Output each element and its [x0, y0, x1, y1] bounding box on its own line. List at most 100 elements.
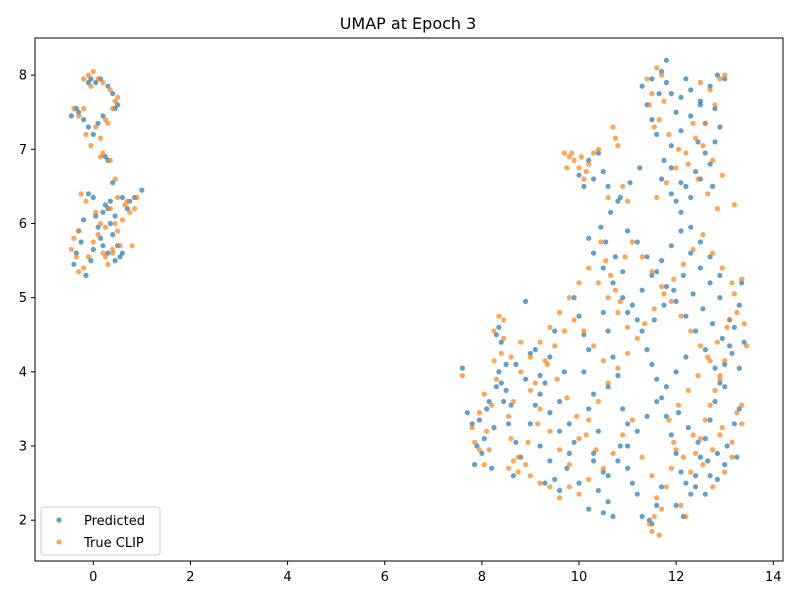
data-point	[683, 183, 689, 189]
data-point	[608, 272, 614, 278]
data-point	[697, 79, 704, 86]
data-point	[547, 324, 553, 330]
data-point	[676, 146, 682, 152]
y-tick-label: 4	[19, 365, 27, 380]
data-point	[697, 265, 704, 271]
data-point	[564, 395, 570, 401]
data-point	[678, 228, 684, 234]
data-point	[510, 473, 516, 479]
data-point	[690, 432, 696, 438]
data-point	[98, 154, 104, 160]
data-point	[496, 324, 502, 330]
data-point	[586, 265, 592, 271]
x-tick-label: 12	[668, 570, 685, 585]
data-point	[81, 117, 87, 123]
data-point	[88, 258, 94, 264]
data-point	[707, 473, 713, 479]
data-point	[649, 361, 655, 367]
data-point	[542, 480, 548, 486]
data-point	[90, 239, 96, 245]
data-point	[484, 428, 490, 434]
data-point	[102, 224, 108, 230]
data-point	[612, 287, 619, 293]
y-tick-label: 3	[19, 440, 27, 455]
data-point	[93, 124, 99, 130]
data-point	[680, 272, 687, 278]
data-point	[739, 276, 745, 282]
data-point	[581, 369, 587, 375]
data-point	[122, 202, 128, 208]
data-point	[95, 232, 101, 238]
data-point	[110, 232, 116, 238]
data-point	[717, 376, 723, 382]
data-point	[586, 406, 592, 412]
data-point	[659, 68, 665, 74]
legend-box	[40, 506, 161, 556]
data-point	[98, 220, 104, 227]
data-point	[646, 102, 653, 108]
data-point	[489, 465, 495, 471]
data-point	[105, 261, 111, 267]
data-point	[649, 272, 655, 278]
data-point	[576, 313, 582, 319]
data-point	[663, 57, 670, 63]
data-point	[591, 176, 597, 182]
data-point	[734, 410, 740, 416]
data-point	[105, 250, 111, 256]
data-point	[81, 105, 87, 112]
data-point	[739, 280, 745, 286]
data-point	[564, 465, 570, 471]
data-point	[81, 76, 87, 82]
data-point	[659, 283, 665, 290]
data-point	[651, 513, 657, 520]
data-point	[100, 243, 106, 249]
data-point	[707, 87, 713, 93]
data-point	[744, 343, 750, 349]
data-point	[571, 317, 577, 323]
data-point	[112, 98, 118, 104]
data-point	[85, 191, 91, 197]
data-point	[90, 194, 96, 201]
x-tick-label: 4	[283, 570, 291, 585]
x-tick-label: 14	[765, 570, 782, 585]
data-point	[717, 372, 723, 379]
data-point	[472, 439, 478, 445]
data-point	[469, 421, 475, 427]
data-point	[654, 194, 660, 201]
data-point	[678, 313, 684, 319]
data-point	[132, 206, 138, 212]
data-point	[731, 421, 738, 427]
data-point	[76, 269, 82, 275]
data-point	[620, 406, 626, 412]
data-point	[561, 369, 568, 375]
x-tick-label: 6	[381, 570, 389, 585]
data-point	[702, 150, 708, 156]
data-point	[705, 354, 711, 360]
data-point	[617, 298, 623, 304]
data-point	[688, 469, 694, 475]
data-point	[523, 462, 529, 468]
data-point	[710, 250, 716, 256]
data-point	[576, 280, 582, 286]
data-point	[693, 484, 699, 490]
data-point	[678, 128, 684, 134]
data-point	[535, 421, 541, 427]
data-point	[654, 495, 660, 501]
data-point	[683, 313, 689, 319]
data-point	[678, 209, 684, 215]
data-point	[83, 272, 89, 278]
data-point	[95, 224, 101, 230]
data-point	[506, 465, 512, 471]
data-point	[724, 443, 730, 449]
data-point	[634, 317, 640, 323]
data-point	[736, 302, 742, 308]
data-point	[544, 361, 551, 367]
data-point	[472, 462, 478, 468]
data-point	[532, 380, 538, 386]
data-point	[537, 443, 543, 449]
data-point	[566, 450, 572, 456]
data-point	[578, 154, 585, 160]
data-point	[722, 72, 728, 78]
data-point	[513, 361, 519, 367]
data-point	[714, 339, 721, 345]
